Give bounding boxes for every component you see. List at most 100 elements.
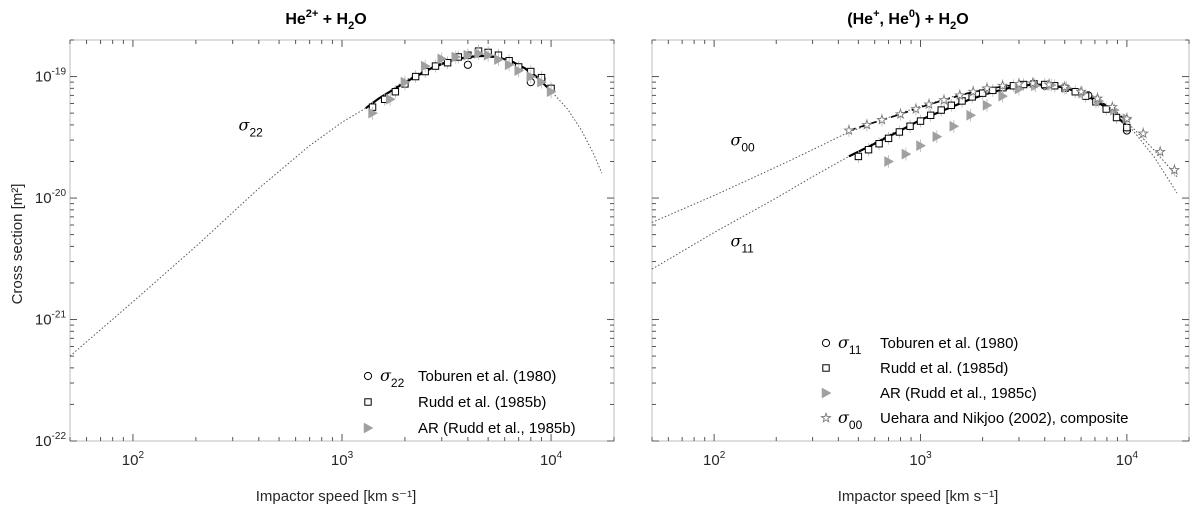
data-point [546,86,557,98]
data-point [978,89,987,97]
curve-label: σ00 [730,131,755,155]
data-point [884,134,893,143]
series-square [854,77,1131,163]
legend-label: Toburen et al. (1980) [418,368,556,385]
data-point [1091,92,1104,104]
legend-sigma: σ00 [838,408,863,432]
data-point [411,72,420,81]
series-triangle [368,46,557,120]
data-point [854,152,863,161]
y-tick-label: 10-22 [35,431,67,450]
data-point [947,101,955,110]
legend-marker [364,398,372,406]
data-point [906,122,914,130]
data-point [926,111,935,119]
data-point [463,49,474,61]
data-point [368,107,379,119]
data-point [400,76,411,88]
legend-label: AR (Rudd et al., 1985b) [418,420,576,437]
data-point [998,90,1009,102]
data-point [876,113,888,125]
x-tick-label: 104 [540,450,563,469]
data-point [981,82,993,94]
data-point [1121,112,1133,124]
legend-label: Uehara and Nikjoo (2002), composite [880,410,1128,427]
legend-marker [363,371,373,381]
data-point [451,51,462,63]
left-panel: He2+ + H2O Impactor speed [km s⁻¹] Cross… [9,8,615,505]
data-point [966,109,977,121]
legend-marker [821,387,832,399]
data-point [1106,101,1118,112]
y-tick-label: 10-19 [35,67,67,86]
legend-sigma: σ11 [838,333,862,357]
x-tick-label: 102 [703,450,726,469]
legend: σ11 Toburen et al. (1980) Rudd et al. (198… [820,333,1128,432]
left-x-axis-label: Impactor speed [km s⁻¹] [256,488,416,505]
data-point [1043,78,1055,90]
x-ticks [69,40,615,441]
legend-marker [821,338,831,348]
y-tick-label: 10-20 [35,188,67,207]
data-point [494,54,504,66]
data-point [1071,88,1079,96]
y-axis-label: Cross section [m²] [9,184,26,305]
legend-sigma: σ22 [380,366,405,390]
data-point [954,89,966,101]
data-point [923,98,935,110]
legend-marker [820,412,832,423]
series-square [368,44,555,114]
y-ticks [652,39,1189,442]
data-point [437,53,448,65]
data-point [967,85,979,97]
x-tick-label: 103 [909,450,932,469]
data-point [537,76,548,88]
data-point [420,60,431,72]
legend-label: Rudd et al. (1985d) [880,360,1008,377]
data-point [1112,113,1121,122]
data-point [1154,145,1166,157]
data-point [938,94,950,105]
legend: σ22 Toburen et al. (1980) Rudd et al. (198… [363,366,576,437]
data-point [504,59,515,71]
data-point [463,60,472,69]
data-point [1137,127,1149,139]
data-point [949,120,960,132]
curve-label: σ11 [730,231,754,255]
data-point [884,156,895,167]
data-point [526,71,537,82]
data-point [864,146,873,154]
curve-label: σ22 [239,115,264,139]
legend-marker [822,364,830,372]
data-point [514,65,525,77]
data-point [932,131,943,143]
data-point [843,124,855,136]
series-star [843,76,1181,177]
right-panel-title: (He+, He0) + H2O [847,8,968,32]
data-point [1168,164,1181,175]
data-point [1059,81,1071,92]
data-point [443,59,452,67]
fit-dotted-line [69,55,603,357]
right-panel: (He+, He0) + H2O Impactor speed [km s⁻¹]… [651,8,1190,505]
data-point [385,93,396,105]
data-point [910,103,922,114]
legend-label: Rudd et al. (1985b) [418,394,546,411]
data-point [431,62,440,70]
data-point [916,140,927,152]
data-point [916,117,925,125]
legend-label: AR (Rudd et al., 1985c) [880,385,1037,402]
y-tick-label: 10-21 [35,310,67,329]
data-point [1027,77,1039,89]
data-point [895,128,904,136]
data-point [1013,78,1025,89]
y-ticks [70,39,614,442]
data-point [1102,105,1110,113]
x-ticks [651,40,1190,441]
data-point [875,140,883,148]
data-point [996,79,1009,91]
data-point [937,106,945,114]
data-point [483,49,494,61]
x-tick-label: 103 [331,450,354,469]
